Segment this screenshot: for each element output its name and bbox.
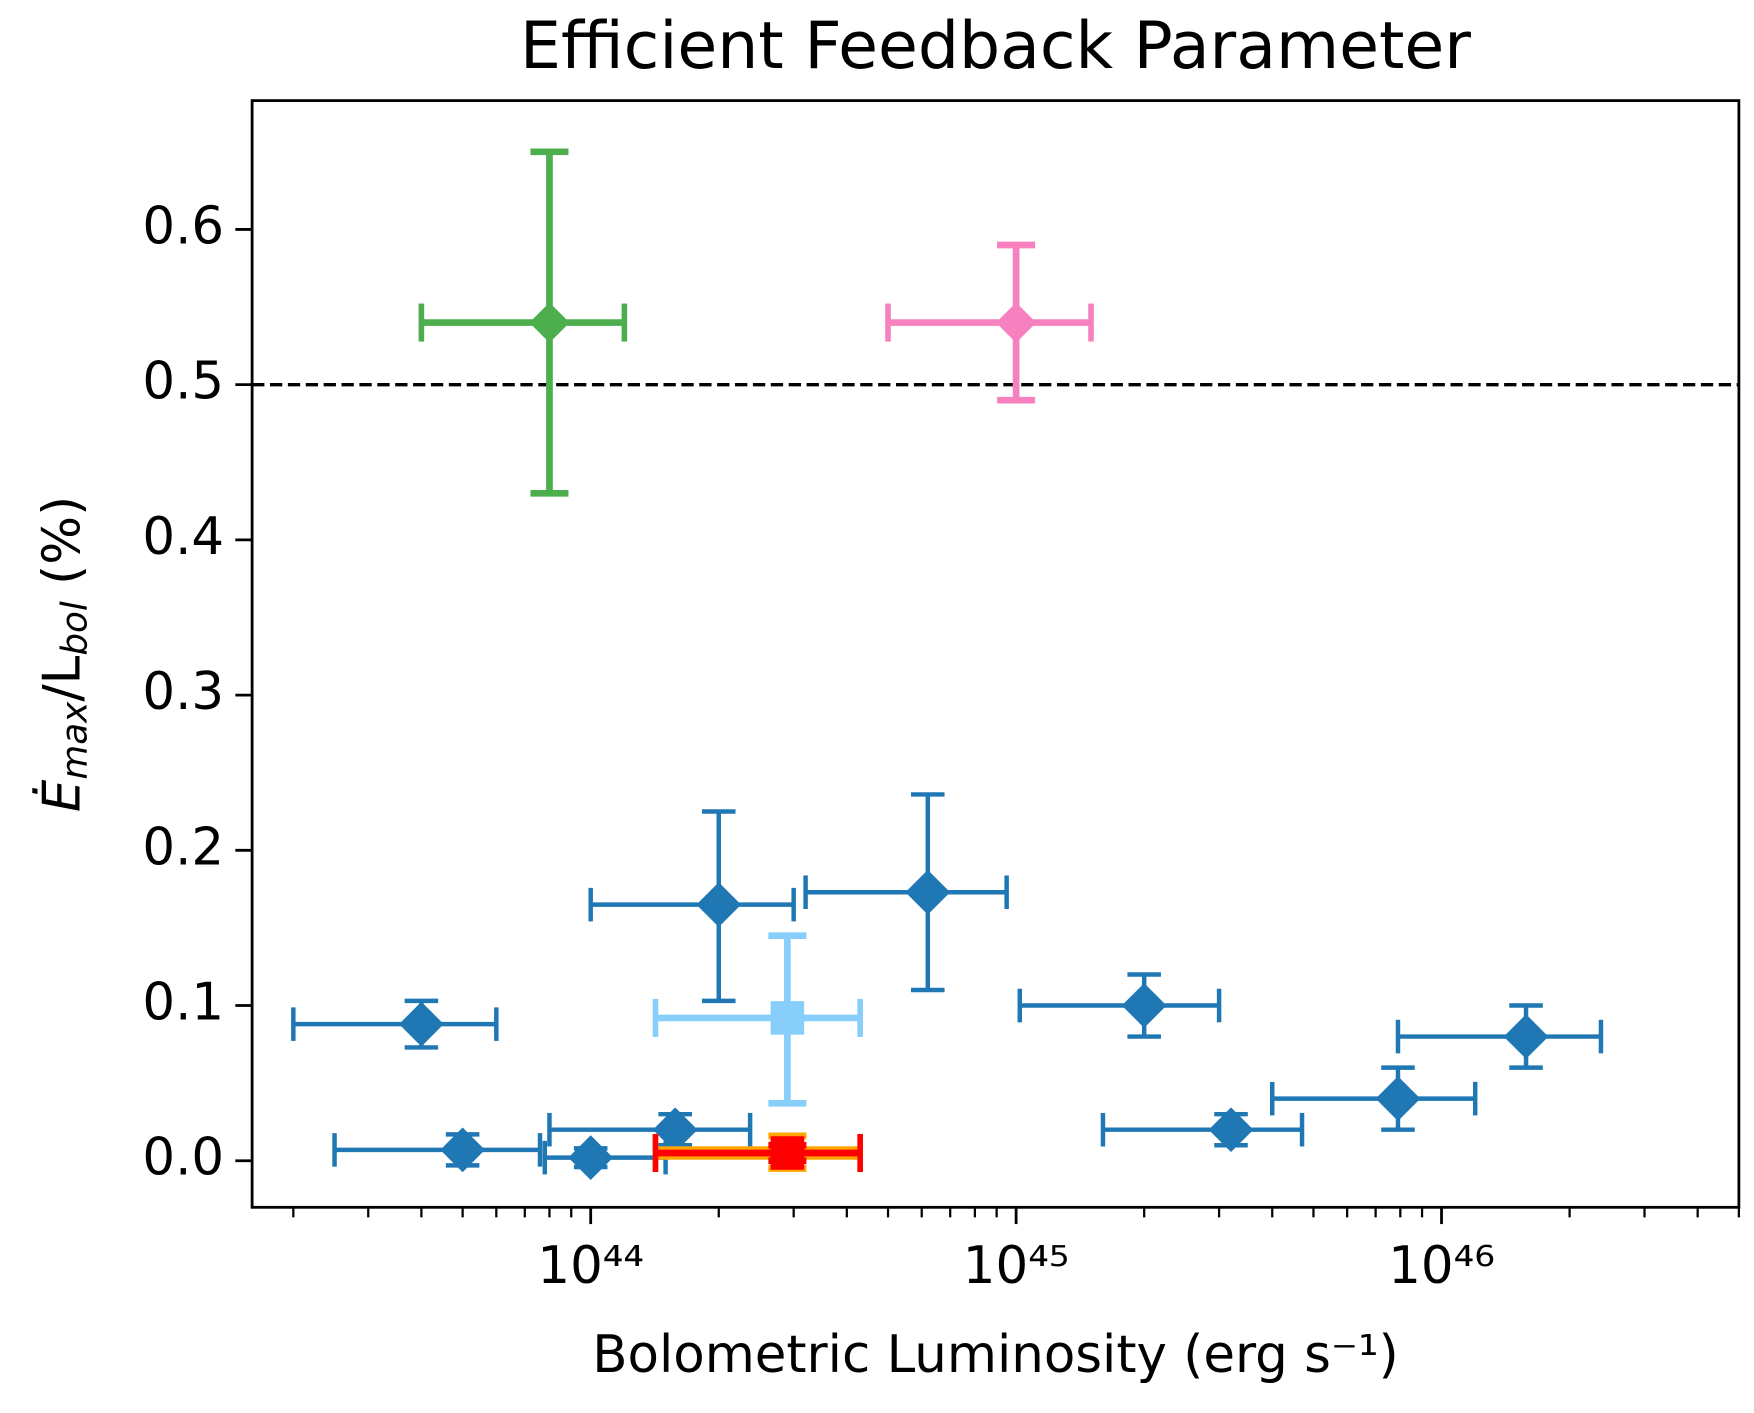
x-tick-label: 10⁴⁵ <box>963 1236 1070 1296</box>
y-axis-label: Ėmax/Lbol (%) <box>31 496 95 812</box>
marker <box>1503 1014 1549 1059</box>
y-label-part: Ė <box>31 779 92 812</box>
marker <box>1208 1107 1254 1153</box>
y-tick-label: 0.0 <box>142 1128 224 1188</box>
marker <box>440 1127 485 1173</box>
marker <box>696 882 742 927</box>
marker <box>770 1136 805 1170</box>
marker <box>1375 1076 1421 1122</box>
x-axis-label: Bolometric Luminosity (erg s⁻¹) <box>592 1325 1399 1385</box>
marker <box>568 1135 614 1180</box>
marker <box>770 1001 805 1035</box>
y-label-part: max <box>55 701 96 780</box>
marker <box>529 302 570 343</box>
y-label-part: /L <box>32 655 92 701</box>
x-tick-label: 10⁴⁴ <box>537 1236 644 1296</box>
y-tick-label: 0.3 <box>142 662 224 722</box>
x-tick-label: 10⁴⁶ <box>1388 1236 1495 1296</box>
y-tick-label: 0.2 <box>142 817 224 877</box>
marker <box>652 1107 698 1153</box>
marker <box>399 1001 444 1047</box>
y-label-part: (%) <box>32 496 92 601</box>
y-tick-label: 0.5 <box>142 352 224 412</box>
plot-frame <box>250 99 1741 1209</box>
chart-title: Efficient Feedback Parameter <box>520 9 1471 84</box>
marker <box>1121 983 1167 1028</box>
marker <box>995 302 1037 343</box>
y-tick-label: 0.6 <box>142 196 224 256</box>
y-tick-label: 0.4 <box>142 507 224 567</box>
marker <box>905 869 951 915</box>
y-label-part: bol <box>55 601 96 656</box>
y-tick-label: 0.1 <box>142 973 224 1033</box>
